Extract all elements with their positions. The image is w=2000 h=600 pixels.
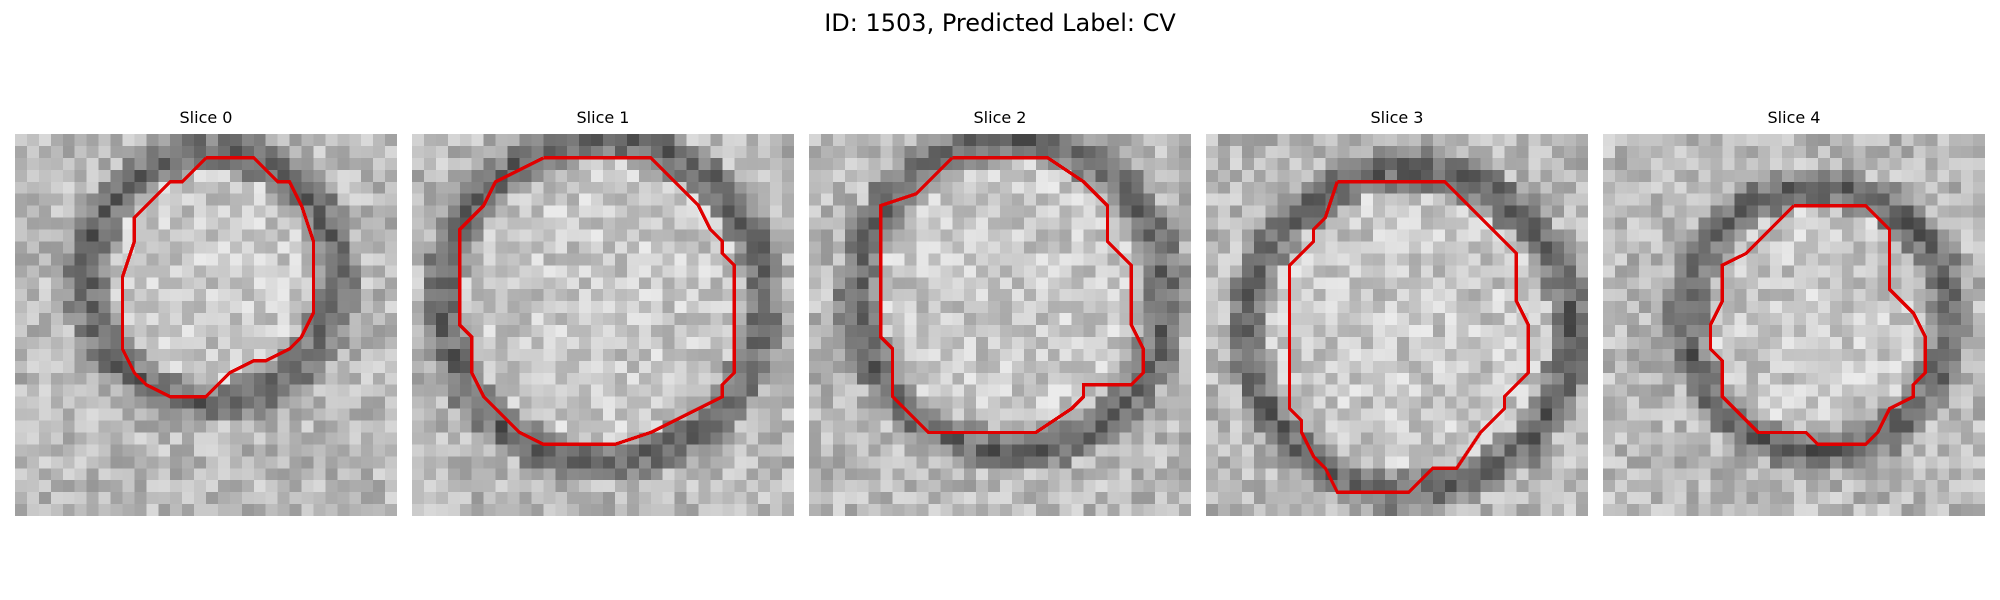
slice-title: Slice 4 — [1767, 108, 1821, 127]
grayscale-pixel-grid — [15, 134, 397, 516]
slice-image — [809, 134, 1191, 516]
segmentation-contour — [458, 156, 736, 447]
slice-panel-2: Slice 2 — [809, 108, 1191, 516]
grayscale-pixel-grid — [1206, 134, 1588, 516]
slice-panel-4: Slice 4 — [1603, 108, 1985, 516]
slice-image — [1603, 134, 1985, 516]
slice-image — [15, 134, 397, 516]
slice-panel-1: Slice 1 — [412, 108, 794, 516]
grayscale-pixel-grid — [809, 134, 1191, 516]
figure-title: ID: 1503, Predicted Label: CV — [824, 9, 1176, 37]
slice-image — [412, 134, 794, 516]
slice-panel-0: Slice 0 — [15, 108, 397, 516]
segmentation-contour — [120, 156, 316, 399]
slice-image — [1206, 134, 1588, 516]
slice-title: Slice 1 — [576, 108, 630, 127]
segmentation-contour — [878, 156, 1145, 435]
slice-title: Slice 2 — [973, 108, 1027, 127]
segmentation-contour — [1287, 180, 1530, 494]
slice-title: Slice 3 — [1370, 108, 1424, 127]
segmentation-contour — [1708, 203, 1927, 447]
grayscale-pixel-grid — [412, 134, 794, 516]
grayscale-pixel-grid — [1603, 134, 1985, 516]
slice-panel-3: Slice 3 — [1206, 108, 1588, 516]
slice-title: Slice 0 — [179, 108, 233, 127]
